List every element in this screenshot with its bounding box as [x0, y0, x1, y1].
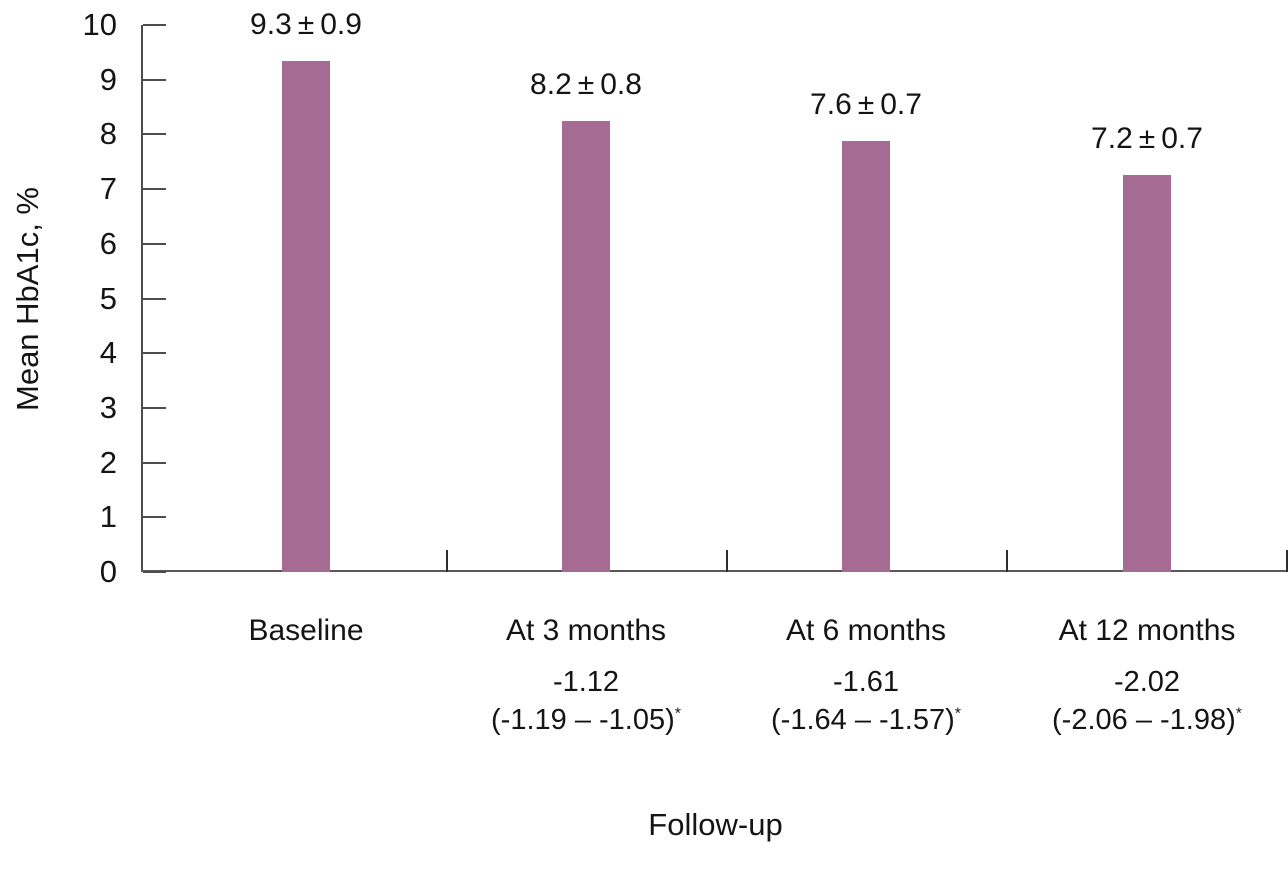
y-tick-label: 8 [99, 116, 117, 152]
category-label: At 12 months [1058, 614, 1236, 647]
bar-value-label: 9.3 ± 0.9 [250, 7, 362, 41]
confidence-interval-text: (-2.06 – -1.98) [1052, 704, 1236, 736]
y-tick [143, 78, 166, 81]
y-tick-label: 9 [99, 61, 117, 97]
bar [1123, 175, 1171, 572]
significance-asterisk: * [954, 705, 961, 723]
y-tick [143, 516, 166, 519]
confidence-interval-label: (-1.19 – -1.05)* [416, 701, 756, 739]
confidence-interval-label: (-2.06 – -1.98)* [977, 701, 1288, 739]
bar [842, 140, 890, 572]
confidence-interval-text: (-1.19 – -1.05) [491, 704, 675, 736]
y-tick [143, 571, 166, 573]
y-tick-label: 10 [82, 7, 117, 42]
bar-value-label: 7.2 ± 0.7 [1091, 122, 1203, 156]
category-label: At 6 months [785, 614, 947, 647]
y-tick [143, 297, 166, 300]
y-tick [143, 133, 166, 136]
x-tick [726, 550, 728, 572]
confidence-interval-text: (-1.64 – -1.57) [771, 704, 955, 736]
y-tick-label: 1 [99, 499, 117, 535]
mean-change-label: -1.12 [552, 666, 620, 698]
y-tick [143, 24, 166, 26]
y-tick-label: 4 [99, 335, 117, 371]
mean-change-label: -1.61 [832, 666, 900, 698]
y-tick [143, 461, 166, 464]
bar-value-label: 7.6 ± 0.7 [810, 87, 922, 121]
y-tick-label: 5 [99, 280, 117, 316]
y-tick [143, 406, 166, 409]
y-axis-line [141, 25, 143, 572]
y-tick-label: 6 [99, 225, 117, 261]
x-axis-line [141, 570, 1288, 572]
y-tick-label: 3 [99, 389, 117, 425]
confidence-interval-label: (-1.64 – -1.57)* [696, 701, 1036, 739]
y-tick-label: 2 [99, 444, 117, 480]
x-tick [1006, 550, 1008, 572]
bar-value-label: 8.2 ± 0.8 [530, 67, 642, 101]
y-tick-label: 0 [99, 554, 117, 589]
x-tick [1286, 550, 1288, 572]
mean-change-label: -2.02 [1113, 666, 1181, 698]
x-axis-title: Follow-up [648, 807, 783, 842]
category-label: At 3 months [505, 614, 667, 647]
y-tick [143, 188, 166, 191]
bar [282, 60, 330, 572]
category-label: Baseline [248, 614, 364, 647]
x-tick [446, 550, 448, 572]
bar [562, 120, 610, 572]
significance-asterisk: * [1235, 705, 1242, 723]
significance-asterisk: * [674, 705, 681, 723]
y-tick-label: 7 [99, 171, 117, 207]
y-tick [143, 242, 166, 245]
y-tick [143, 352, 166, 355]
